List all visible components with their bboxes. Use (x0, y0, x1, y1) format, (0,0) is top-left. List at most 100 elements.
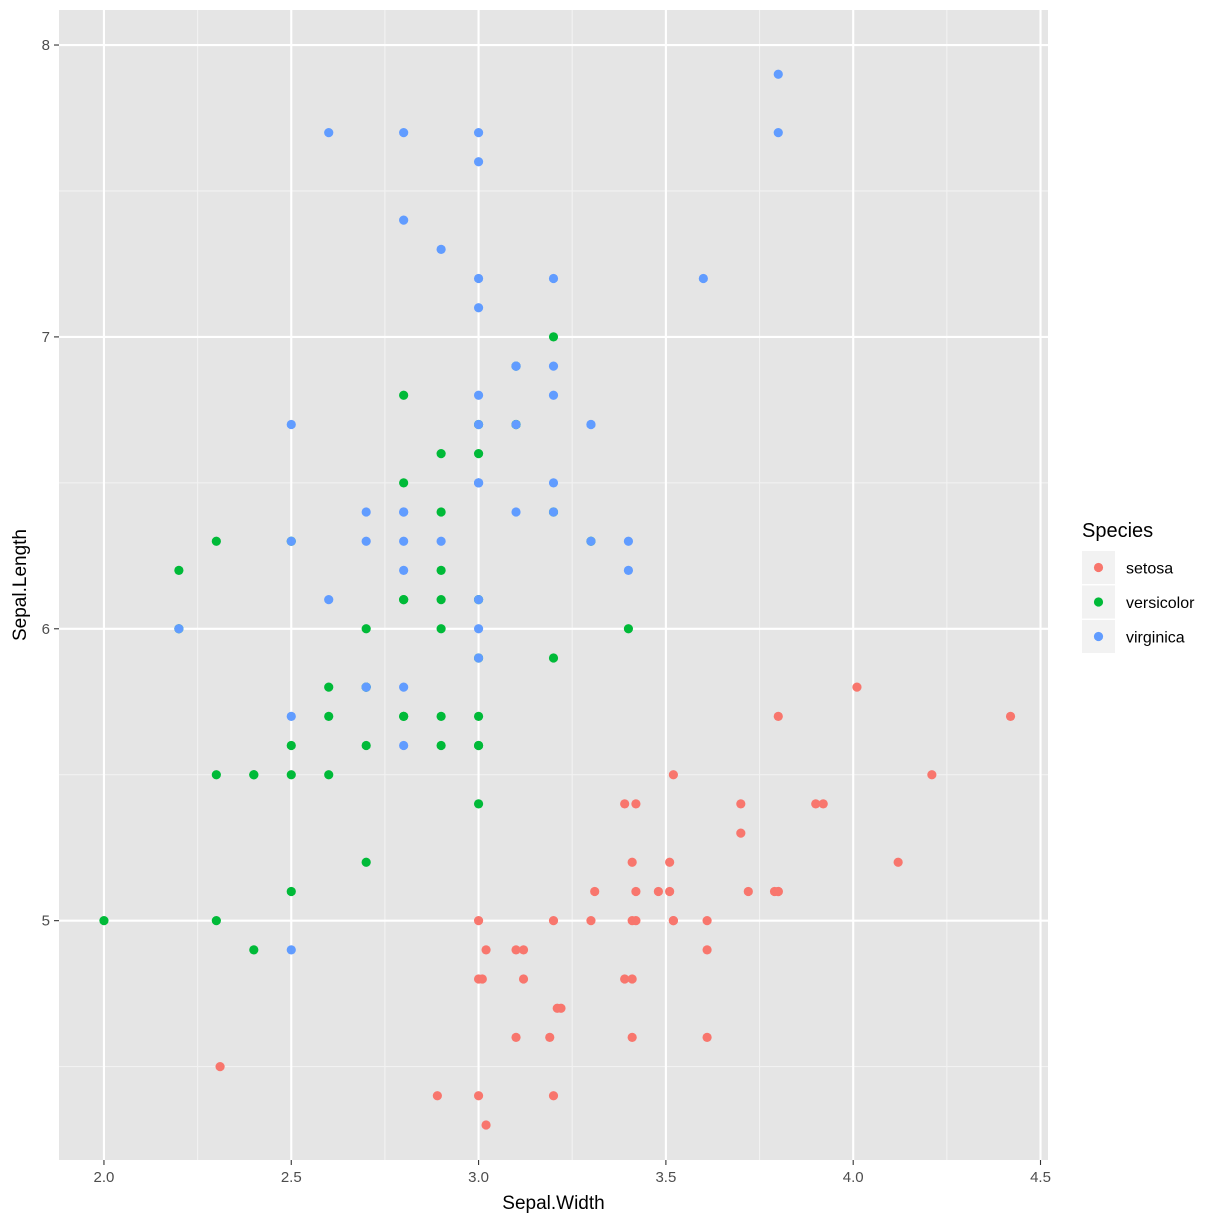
x-axis-title: Sepal.Width (502, 1193, 604, 1214)
legend-items: setosa versicolor virginica (1082, 551, 1195, 653)
data-point-virginica (286, 945, 296, 955)
data-point-setosa (473, 974, 484, 984)
data-point-virginica (623, 536, 634, 546)
data-point-setosa (736, 799, 746, 809)
series-virginica (174, 69, 783, 955)
data-point-setosa (518, 974, 529, 984)
data-point-versicolor (361, 740, 371, 751)
data-point-virginica (473, 624, 484, 634)
data-point-virginica (473, 594, 484, 605)
data-point-setosa (481, 945, 491, 955)
data-point-virginica (473, 390, 484, 400)
data-point-versicolor (623, 624, 634, 634)
data-point-virginica (586, 536, 596, 546)
y-axis-title: Sepal.Length (10, 529, 31, 641)
data-point-versicolor (399, 594, 409, 605)
data-point-virginica (548, 390, 559, 400)
data-point-versicolor (286, 886, 296, 897)
data-point-versicolor (436, 624, 446, 634)
data-point-virginica (623, 565, 634, 576)
data-point-setosa (548, 916, 559, 926)
data-point-setosa (590, 886, 600, 897)
data-point-versicolor (473, 449, 484, 459)
data-point-virginica (399, 215, 409, 225)
x-tick-label: 3.0 (468, 1169, 489, 1186)
data-point-virginica (361, 536, 371, 546)
data-point-versicolor (211, 536, 221, 546)
data-point-versicolor (548, 332, 559, 342)
data-point-versicolor (361, 857, 371, 867)
data-point-setosa (702, 1032, 712, 1043)
data-point-virginica (399, 565, 409, 576)
data-point-virginica (586, 419, 596, 430)
data-point-setosa (743, 886, 753, 897)
legend-label-versicolor: versicolor (1126, 595, 1195, 612)
data-point-setosa (627, 1032, 637, 1043)
data-point-virginica (473, 273, 484, 284)
data-point-setosa (215, 1061, 225, 1072)
legend-swatch-virginica (1093, 631, 1104, 642)
legend-label-setosa: setosa (1126, 561, 1173, 578)
data-point-setosa (665, 857, 675, 867)
data-point-virginica (324, 594, 334, 605)
data-point-virginica (361, 507, 371, 517)
data-point-versicolor (399, 390, 409, 400)
data-point-virginica (548, 478, 559, 488)
data-point-setosa (556, 1003, 566, 1013)
y-tick-label: 7 (42, 329, 50, 346)
data-point-virginica (399, 536, 409, 546)
data-point-versicolor (286, 740, 296, 751)
data-point-versicolor (436, 449, 446, 459)
data-point-virginica (286, 419, 296, 430)
data-point-setosa (811, 799, 821, 809)
data-point-versicolor (399, 478, 409, 488)
data-point-setosa (668, 770, 678, 780)
data-point-setosa (893, 857, 903, 867)
data-point-virginica (436, 536, 446, 546)
data-point-versicolor (399, 711, 409, 721)
data-point-versicolor (473, 711, 484, 721)
data-point-virginica (698, 273, 708, 284)
data-point-setosa (432, 1091, 442, 1101)
data-point-virginica (399, 127, 409, 138)
data-point-setosa (818, 799, 828, 809)
data-point-virginica (548, 273, 559, 284)
data-point-versicolor (174, 565, 184, 576)
data-point-setosa (702, 945, 712, 955)
data-point-virginica (473, 478, 484, 488)
x-tick-label: 4.0 (843, 1169, 864, 1186)
legend-swatch-setosa (1093, 562, 1104, 573)
data-point-setosa (702, 916, 712, 926)
legend-label-virginica: virginica (1126, 630, 1185, 647)
data-point-versicolor (361, 624, 371, 634)
data-point-virginica (473, 419, 484, 430)
y-tick-label: 5 (42, 913, 50, 930)
data-point-virginica (399, 740, 409, 751)
data-point-setosa (511, 945, 521, 955)
data-point-versicolor (436, 594, 446, 605)
data-point-versicolor (211, 770, 221, 780)
data-point-setosa (927, 770, 937, 780)
y-tick-label: 8 (42, 37, 50, 54)
data-point-setosa (627, 857, 637, 867)
data-point-virginica (436, 244, 446, 254)
plot-panel (59, 10, 1048, 1160)
data-point-versicolor (324, 682, 334, 692)
data-point-virginica (286, 711, 296, 721)
data-point-virginica (399, 682, 409, 692)
data-point-virginica (511, 361, 521, 371)
data-point-setosa (627, 974, 637, 984)
data-point-virginica (473, 303, 484, 313)
data-point-virginica (174, 624, 184, 634)
y-axis: 5 6 7 8 (42, 37, 59, 930)
x-tick-label: 2.0 (94, 1169, 115, 1186)
data-point-setosa (631, 886, 641, 897)
data-point-setosa (668, 916, 678, 926)
x-tick-label: 3.5 (655, 1169, 676, 1186)
data-point-versicolor (436, 507, 446, 517)
data-point-virginica (548, 361, 559, 371)
data-point-versicolor (99, 916, 109, 926)
data-point-setosa (620, 974, 630, 984)
data-point-setosa (518, 945, 529, 955)
